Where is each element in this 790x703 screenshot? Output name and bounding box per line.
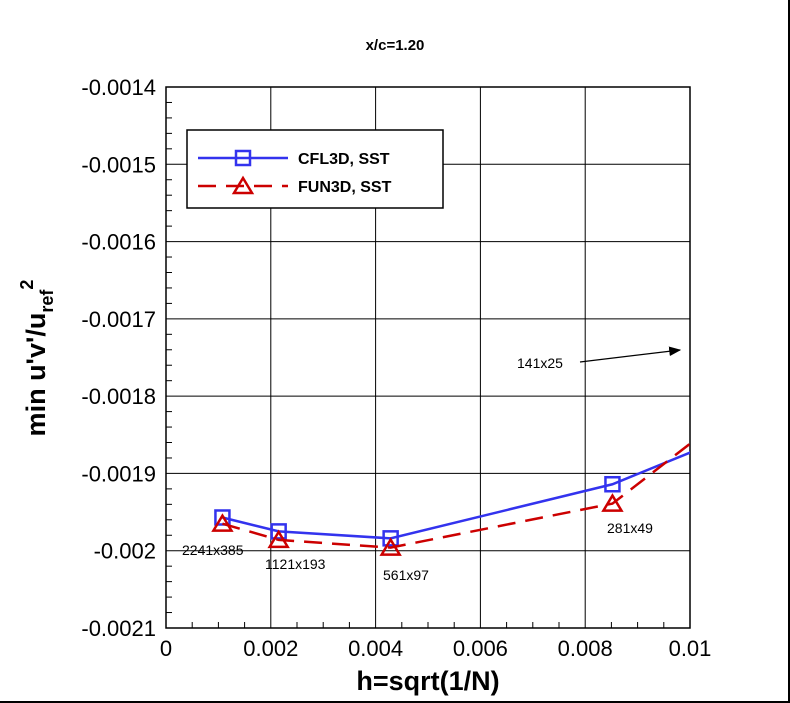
- y-tick-label: -0.0019: [81, 461, 156, 486]
- legend: CFL3D, SST FUN3D, SST: [186, 129, 444, 209]
- y-tick-label: -0.0017: [81, 307, 156, 332]
- data-point: [267, 529, 290, 549]
- y-tick-label: -0.002: [94, 539, 156, 564]
- grid-size-annotation: 561x97: [383, 567, 429, 583]
- x-tick-label: 0.006: [453, 636, 508, 661]
- data-point: [601, 493, 624, 512]
- annotation-arrow: [579, 346, 682, 363]
- chart-title: x/c=1.20: [366, 37, 425, 54]
- legend-marker: [231, 175, 255, 195]
- x-tick-label: 0: [160, 636, 172, 661]
- legend-label: CFL3D, SST: [298, 151, 390, 168]
- legend-label: FUN3D, SST: [298, 179, 392, 196]
- data-point: [270, 523, 287, 540]
- x-tick-label: 0.008: [558, 636, 613, 661]
- data-point: [211, 513, 234, 532]
- y-tick-label: -0.0015: [81, 152, 156, 177]
- data-point: [379, 537, 402, 556]
- y-axis-label: min u'v'/uref2: [17, 280, 57, 437]
- series-line-cfl3d: [222, 451, 690, 540]
- grid-size-annotation: 281x49: [607, 520, 653, 536]
- x-tick-label: 0.004: [348, 636, 403, 661]
- grid-size-annotation: 2241x385: [182, 542, 244, 558]
- x-tick-label: 0.002: [243, 636, 298, 661]
- grid-size-annotation: 1121x193: [265, 556, 326, 572]
- y-tick-label: -0.0014: [81, 75, 156, 100]
- svg-text:min u'v'/uref2: min u'v'/uref2: [17, 280, 57, 437]
- x-tick-label: 0.01: [669, 636, 712, 661]
- series-line-fun3d: [222, 442, 690, 549]
- y-tick-label: -0.0021: [81, 616, 156, 641]
- data-point: [382, 530, 399, 547]
- y-tick-label: -0.0018: [81, 384, 156, 409]
- legend-marker: [234, 149, 252, 167]
- grid-size-annotation: 141x25: [517, 355, 563, 371]
- y-tick-label: -0.0016: [81, 230, 156, 255]
- data-point: [604, 475, 621, 493]
- x-axis-label: h=sqrt(1/N): [356, 666, 499, 696]
